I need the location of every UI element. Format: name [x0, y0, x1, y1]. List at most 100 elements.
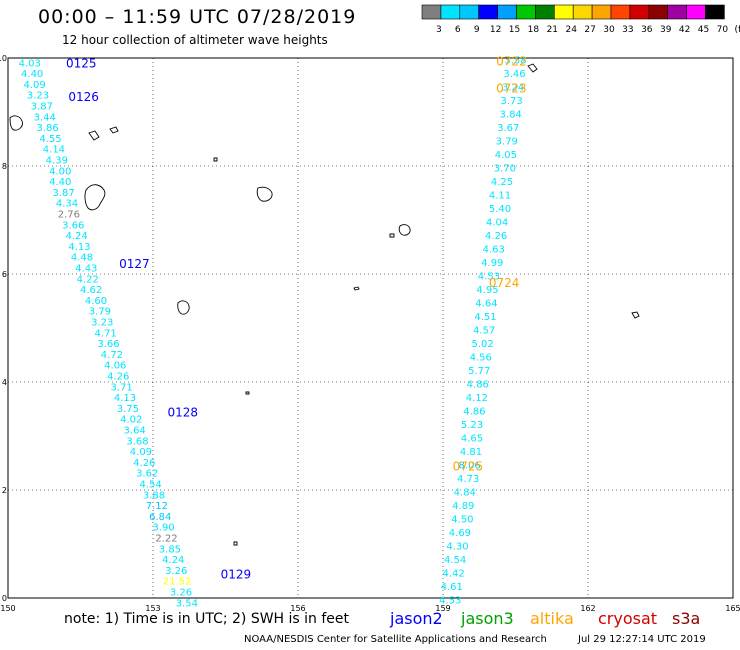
- y-tick-label: 6: [2, 270, 7, 279]
- wave-height-point: 4.26: [133, 458, 155, 469]
- pass-time-label: 0724: [489, 276, 520, 290]
- wave-height-point: 4.65: [461, 434, 483, 445]
- legend-altika: altika: [530, 609, 574, 628]
- island-outline: [84, 184, 106, 211]
- y-tick-label: 4: [2, 378, 7, 387]
- wave-height-point: 3.23: [27, 91, 49, 102]
- wave-height-point: 7.12: [146, 501, 168, 512]
- island-outline: [233, 541, 238, 546]
- wave-height-point: 4.99: [481, 258, 503, 269]
- wave-height-point: 4.86: [467, 380, 489, 391]
- legend-cryosat: cryosat: [598, 609, 658, 628]
- island-outline: [389, 233, 395, 238]
- wave-height-point: 3.66: [97, 339, 119, 350]
- wave-height-point: 3.75: [117, 404, 139, 415]
- wave-height-point: 3.79: [89, 307, 111, 318]
- wave-height-point: 4.51: [474, 312, 496, 323]
- x-tick-label: 165: [725, 604, 740, 613]
- island-outline: [109, 126, 119, 134]
- wave-height-point: 4.43: [75, 264, 97, 275]
- wave-height-point: 4.64: [475, 299, 497, 310]
- footer-timestamp: Jul 29 12:27:14 UTC 2019: [578, 634, 706, 645]
- wave-height-point: 2.76: [58, 210, 80, 221]
- wave-height-point: 4.11: [489, 191, 511, 202]
- wave-height-point: 3.70: [494, 164, 516, 175]
- wave-height-point: 3.66: [62, 220, 84, 231]
- y-tick-label: 0: [2, 594, 7, 603]
- plot-frame: [7, 57, 734, 599]
- wave-height-point: 4.13: [68, 242, 90, 253]
- wave-height-point: 4.06: [104, 361, 126, 372]
- wave-height-point: 4.14: [43, 145, 65, 156]
- legend-s3a: s3a: [672, 609, 701, 628]
- x-tick-label: 156: [290, 604, 305, 613]
- wave-height-point: 3.24: [502, 83, 524, 94]
- wave-height-point: 3.46: [503, 69, 525, 80]
- island-outline: [398, 224, 411, 236]
- wave-height-point: 4.02: [120, 415, 142, 426]
- wave-height-point: 5.23: [461, 420, 483, 431]
- island-outline: [213, 157, 218, 162]
- wave-height-point: 3.79: [496, 137, 518, 148]
- wave-height-point: 3.86: [37, 123, 59, 134]
- wave-height-point: 6.84: [149, 512, 171, 523]
- wave-height-point: 4.50: [451, 515, 473, 526]
- wave-height-point: 5.40: [489, 204, 511, 215]
- wave-height-point: 4.54: [139, 480, 161, 491]
- wave-height-point: 3.44: [34, 112, 56, 123]
- wave-height-point: 3.87: [52, 188, 74, 199]
- x-tick-label: 150: [0, 604, 15, 613]
- wave-height-point: 4.04: [486, 218, 508, 229]
- wave-height-point: 4.53: [478, 272, 500, 283]
- wave-height-point: 4.39: [46, 156, 68, 167]
- wave-height-point: 8.06: [458, 461, 480, 472]
- wave-height-point: 3.58: [504, 56, 526, 67]
- wave-height-point: 4.00: [49, 166, 71, 177]
- wave-height-point: 3.87: [31, 102, 53, 113]
- island-outline: [631, 311, 640, 319]
- wave-height-point: 3.84: [500, 110, 522, 121]
- wave-height-point: 3.23: [91, 318, 113, 329]
- wave-height-point: 21.52: [163, 577, 192, 588]
- wave-height-point: 4.05: [495, 150, 517, 161]
- wave-height-point: 4.81: [460, 447, 482, 458]
- wave-height-point: 3.26: [170, 588, 192, 599]
- pass-time-label: 0128: [168, 406, 199, 420]
- island-outline: [88, 130, 100, 141]
- wave-height-point: 3.73: [501, 96, 523, 107]
- pass-time-label: 0127: [119, 257, 150, 271]
- wave-height-point: 4.03: [19, 58, 41, 69]
- wave-height-point: 4.42: [443, 569, 465, 580]
- wave-height-point: 4.55: [39, 134, 61, 145]
- wave-height-point: 4.86: [463, 407, 485, 418]
- pass-time-label: 0723: [496, 82, 527, 96]
- wave-height-point: 4.53: [439, 596, 461, 607]
- pass-time-label: 0126: [68, 90, 99, 104]
- wave-height-point: 3.88: [143, 490, 165, 501]
- wave-height-point: 4.22: [77, 274, 99, 285]
- wave-height-point: 2.22: [155, 534, 177, 545]
- island-outline: [177, 300, 190, 315]
- x-tick-label: 153: [145, 604, 160, 613]
- wave-height-point: 4.24: [162, 555, 184, 566]
- wave-height-point: 4.73: [457, 474, 479, 485]
- island-outline: [527, 63, 538, 73]
- wave-height-point: 4.89: [452, 501, 474, 512]
- wave-height-point: 4.57: [473, 326, 495, 337]
- page-title: 00:00 – 11:59 UTC 07/28/2019: [38, 6, 357, 28]
- wave-height-point: 4.09: [130, 447, 152, 458]
- wave-height-point: 4.12: [466, 393, 488, 404]
- wave-height-point: 4.13: [114, 393, 136, 404]
- pass-time-label: 0722: [496, 55, 527, 69]
- wave-height-point: 4.84: [454, 488, 476, 499]
- y-tick-label: 8: [2, 162, 7, 171]
- wave-height-point: 4.25: [491, 177, 513, 188]
- wave-height-point: 4.72: [101, 350, 123, 361]
- island-outline: [256, 186, 273, 202]
- wave-height-point: 4.48: [71, 253, 93, 264]
- wave-height-point: 3.85: [159, 544, 181, 555]
- wave-height-point: 4.61: [441, 582, 463, 593]
- wave-height-point: 4.34: [56, 199, 78, 210]
- wave-height-point: 4.26: [107, 372, 129, 383]
